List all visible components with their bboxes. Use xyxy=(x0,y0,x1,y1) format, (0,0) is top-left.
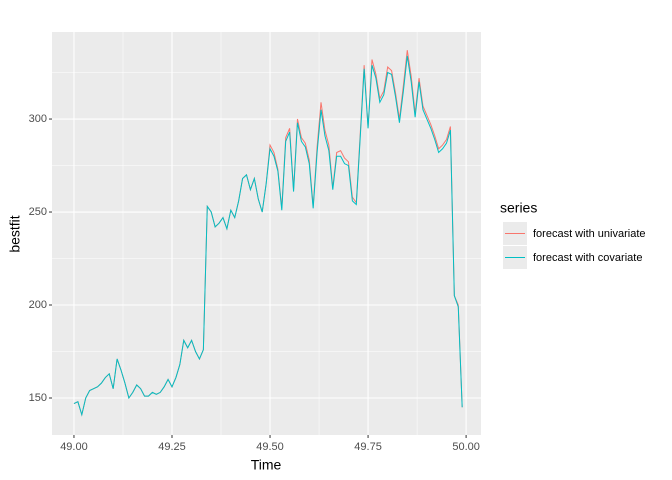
y-axis-label: bestfit xyxy=(7,215,23,252)
x-tick-label: 49.00 xyxy=(60,441,88,453)
legend-label: forecast with univariate xyxy=(533,228,646,240)
legend-title: series xyxy=(500,200,537,216)
panel xyxy=(52,32,481,435)
line xyxy=(73,55,463,417)
x-tick-label: 49.25 xyxy=(158,441,186,453)
y-tick-label: 300 xyxy=(29,113,47,125)
legend-label: forecast with covariate xyxy=(533,252,642,264)
y-tick-label: 200 xyxy=(29,299,47,311)
x-axis-label: Time xyxy=(251,457,282,473)
y-tick-label: 250 xyxy=(29,206,47,218)
y-tick-label: 150 xyxy=(29,392,47,404)
x-tick-label: 49.50 xyxy=(256,441,284,453)
x-tick-label: 49.75 xyxy=(354,441,382,453)
x-tick-label: 50.00 xyxy=(452,441,480,453)
